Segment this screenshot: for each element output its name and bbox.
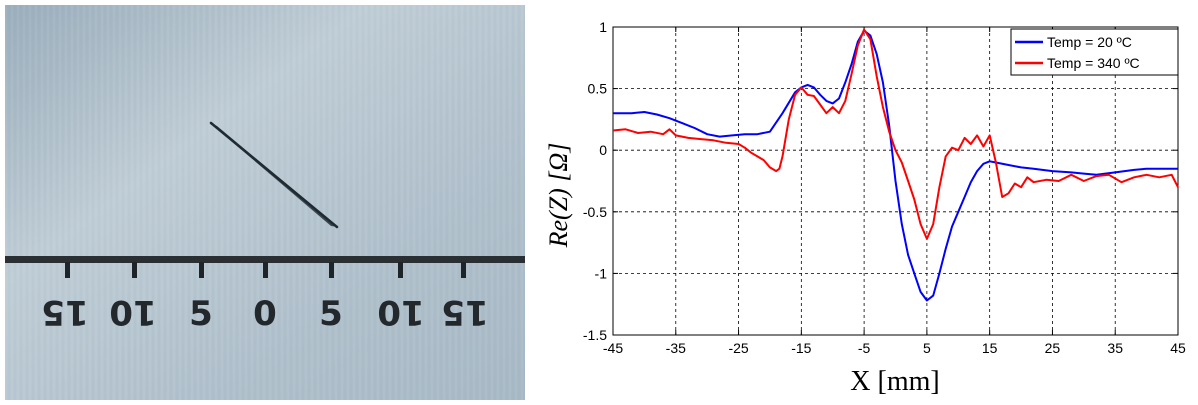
x-axis-label: X [mm] — [850, 366, 939, 397]
x-tick-label: -25 — [728, 340, 748, 356]
scale-label: 15 — [441, 292, 488, 332]
y-tick-label: -1.5 — [583, 327, 607, 343]
x-tick-label: -5 — [858, 340, 871, 356]
legend-box — [1010, 28, 1179, 76]
legend: Temp = 20 ºC Temp = 340 ºC — [1010, 28, 1179, 76]
y-tick-label: 0.5 — [588, 81, 608, 97]
scale-label: 0 — [253, 294, 277, 334]
x-tick-label: -15 — [791, 340, 811, 356]
legend-label-340c: Temp = 340 ºC — [1047, 55, 1140, 71]
x-tick-label: -35 — [666, 340, 686, 356]
y-tick-label: -1 — [595, 265, 608, 281]
scale-label: 10 — [377, 292, 424, 332]
x-tick-label: 35 — [1107, 340, 1123, 356]
y-tick-label: 0 — [599, 142, 607, 158]
y-tick-label: 1 — [599, 19, 607, 35]
series-line-1 — [612, 28, 1179, 240]
series-line-0 — [613, 29, 1178, 302]
ruler-line — [5, 256, 525, 263]
x-tick-label: 25 — [1045, 340, 1061, 356]
ruler-labels: 15 10 5 0 5 10 15 — [41, 292, 488, 334]
crack-slot — [209, 121, 339, 229]
specimen-photo: 15 10 5 0 5 10 15 — [5, 5, 525, 400]
scale-label: 5 — [189, 294, 213, 334]
x-tick-label: -45 — [603, 340, 623, 356]
scale-label: 10 — [109, 292, 156, 332]
y-axis-label: Re(Z) [Ω] — [544, 143, 573, 249]
x-tick-label: 45 — [1170, 340, 1186, 356]
x-tick-label: 15 — [982, 340, 998, 356]
x-tick-label: 5 — [923, 340, 931, 356]
y-tick-label: -0.5 — [583, 204, 607, 220]
legend-label-20c: Temp = 20 ºC — [1047, 34, 1132, 50]
ruler-ticks — [65, 262, 466, 278]
impedance-chart: -45 -35 -25 -15 -5 5 15 25 35 45 -1.5 -1 -0.5 0 0.5 1 X… — [527, 0, 1198, 400]
scale-label: 15 — [41, 292, 88, 332]
scale-label: 5 — [319, 294, 343, 334]
